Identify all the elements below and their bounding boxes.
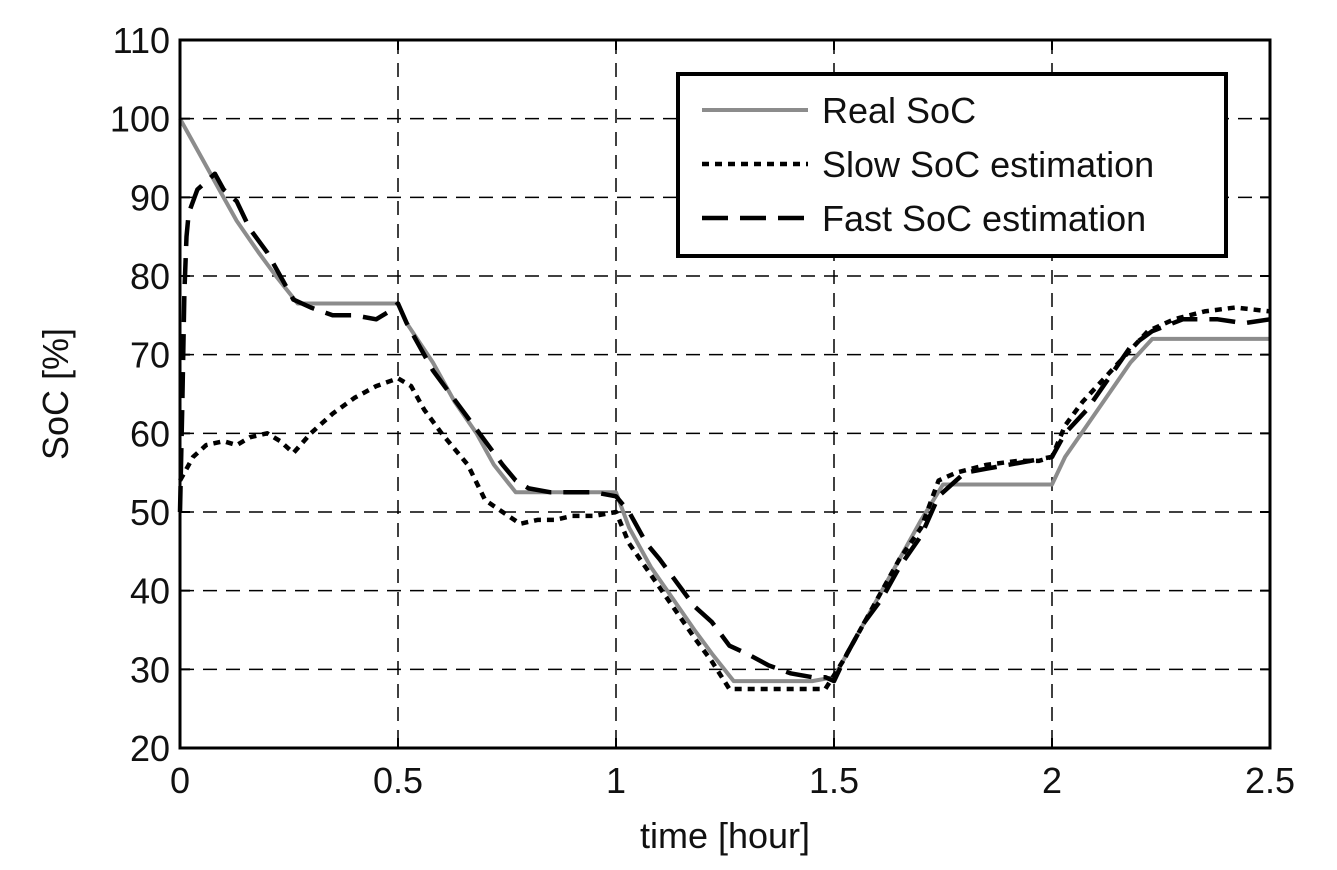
plot-frame (178, 38, 1272, 750)
legend-box (676, 72, 1228, 258)
y-axis-title: SoC [%] (35, 328, 76, 460)
x-tick-label: 2 (1042, 760, 1062, 801)
series-line-1 (178, 305, 1271, 692)
x-tick-label: 2.5 (1245, 760, 1295, 801)
legend: Real SoC Slow SoC estimation Fast SoC esti… (676, 72, 1228, 258)
y-tick-labels: 20 30 40 50 60 70 80 90 100 110 (110, 20, 170, 769)
x-tick-labels: 0 0.5 1 1.5 2 2.5 (170, 760, 1295, 801)
x-tick-label: 1.5 (809, 760, 859, 801)
y-tick-label: 20 (130, 728, 170, 769)
y-tick-label: 100 (110, 99, 170, 140)
series-lines (177, 117, 1271, 692)
x-tick-label: 1 (606, 760, 626, 801)
legend-label: Slow SoC estimation (822, 144, 1154, 185)
x-tick-label: 0.5 (373, 760, 423, 801)
x-tick-label: 0 (170, 760, 190, 801)
y-tick-label: 70 (130, 335, 170, 376)
y-tick-label: 90 (130, 177, 170, 218)
y-tick-label: 60 (130, 413, 170, 454)
axis-ticks (179, 39, 1271, 749)
y-tick-label: 80 (130, 256, 170, 297)
legend-label: Fast SoC estimation (822, 198, 1146, 239)
y-tick-label: 50 (130, 492, 170, 533)
series-line-2 (177, 171, 1271, 684)
y-tick-label: 40 (130, 571, 170, 612)
legend-label: Real SoC (822, 90, 976, 131)
x-axis-title: time [hour] (640, 815, 810, 856)
y-tick-label: 30 (130, 649, 170, 690)
y-tick-label: 110 (113, 20, 170, 61)
